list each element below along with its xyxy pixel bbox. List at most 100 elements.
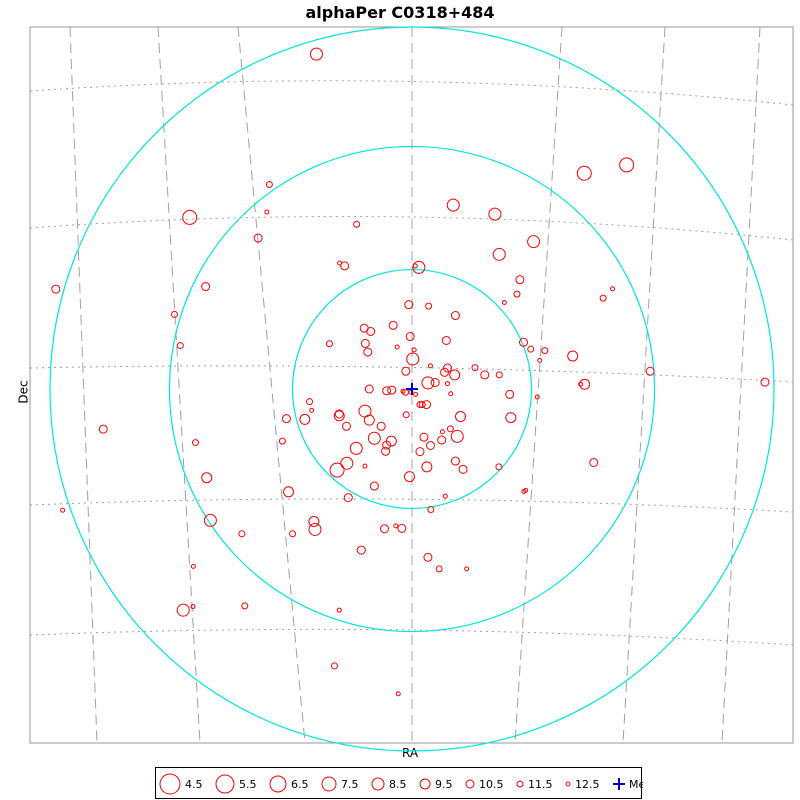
ra-grid-line: [721, 26, 761, 744]
star-marker: [446, 425, 454, 433]
star-marker: [415, 447, 425, 457]
star-marker: [203, 513, 217, 527]
legend-label: 10.5: [479, 778, 504, 791]
star-marker: [283, 486, 295, 498]
star-marker: [501, 299, 507, 305]
star-marker: [388, 320, 398, 330]
star-marker: [190, 563, 196, 569]
star-marker: [576, 165, 592, 181]
star-marker: [406, 352, 420, 366]
star-marker: [356, 545, 366, 555]
chart-title: alphaPer C0318+484: [305, 3, 495, 22]
star-marker: [394, 344, 400, 350]
dec-grid-line: [29, 215, 794, 241]
star-marker: [455, 411, 467, 423]
star-marker: [427, 363, 433, 369]
legend-marker: [215, 774, 235, 794]
star-marker: [349, 441, 363, 455]
star-marker: [281, 414, 291, 424]
star-marker: [405, 332, 415, 342]
star-marker: [518, 337, 528, 347]
star-marker: [325, 340, 333, 348]
star-marker: [367, 431, 381, 445]
star-marker: [329, 462, 345, 478]
star-marker: [527, 345, 535, 353]
star-marker: [515, 275, 525, 285]
star-marker: [395, 691, 401, 697]
star-marker: [430, 377, 440, 387]
legend-marker: [516, 780, 524, 788]
star-marker: [379, 524, 389, 534]
star-marker: [340, 456, 354, 470]
star-marker: [401, 366, 411, 376]
star-marker: [264, 209, 270, 215]
star-marker: [534, 394, 540, 400]
star-marker: [446, 198, 460, 212]
legend-label: 11.5: [528, 778, 553, 791]
star-marker: [403, 471, 415, 483]
star-marker: [376, 421, 386, 431]
legend-label: 6.5: [291, 778, 309, 791]
star-marker: [364, 384, 374, 394]
star-marker: [366, 326, 376, 336]
star-marker: [505, 389, 515, 399]
star-marker: [340, 261, 350, 271]
legend-marker: [465, 779, 475, 789]
star-marker: [334, 409, 344, 419]
star-marker: [513, 290, 521, 298]
star-marker: [201, 472, 213, 484]
star-marker: [331, 662, 339, 670]
dec-grid-line: [29, 365, 794, 383]
legend-marker: [269, 775, 287, 793]
star-marker: [423, 552, 433, 562]
star-marker: [495, 463, 503, 471]
ra-grid-line: [514, 26, 563, 744]
star-marker: [425, 440, 435, 450]
median-marker: [406, 383, 418, 395]
ra-grid-line: [237, 26, 306, 744]
star-marker: [495, 371, 503, 379]
star-marker: [363, 414, 375, 426]
star-marker: [480, 370, 490, 380]
star-marker: [619, 157, 635, 173]
star-marker: [448, 391, 454, 397]
distance-ring: [291, 268, 533, 510]
star-marker: [308, 515, 320, 527]
legend-label: 8.5: [389, 778, 407, 791]
star-marker: [440, 367, 450, 377]
distance-ring: [49, 26, 775, 752]
star-marker: [309, 407, 315, 413]
star-marker: [442, 493, 448, 499]
star-marker: [176, 342, 184, 350]
star-marker: [439, 429, 445, 435]
star-marker: [402, 411, 410, 419]
legend-median-label: Median: [629, 778, 643, 791]
star-marker: [421, 376, 435, 390]
x-axis-label: RA: [401, 746, 419, 760]
legend-marker: [371, 777, 385, 791]
dec-grid-line: [29, 80, 794, 106]
star-marker: [610, 286, 616, 292]
star-marker: [760, 377, 770, 387]
star-marker: [393, 523, 399, 529]
star-marker: [471, 364, 479, 372]
star-marker: [435, 565, 443, 573]
ra-grid-line: [157, 26, 201, 744]
star-marker: [589, 457, 599, 467]
star-marker: [360, 338, 370, 348]
star-marker: [421, 461, 433, 473]
star-marker: [541, 347, 549, 355]
star-marker: [464, 566, 470, 572]
coordinate-grid: [29, 26, 794, 744]
star-marker: [488, 207, 502, 221]
star-marker: [599, 294, 607, 302]
star-marker: [201, 282, 211, 292]
distance-rings: [49, 26, 775, 752]
star-marker: [413, 391, 419, 397]
star-marker: [458, 464, 468, 474]
star-marker: [441, 335, 451, 345]
star-marker: [253, 233, 263, 243]
distance-ring: [168, 145, 656, 633]
star-marker: [578, 381, 584, 387]
